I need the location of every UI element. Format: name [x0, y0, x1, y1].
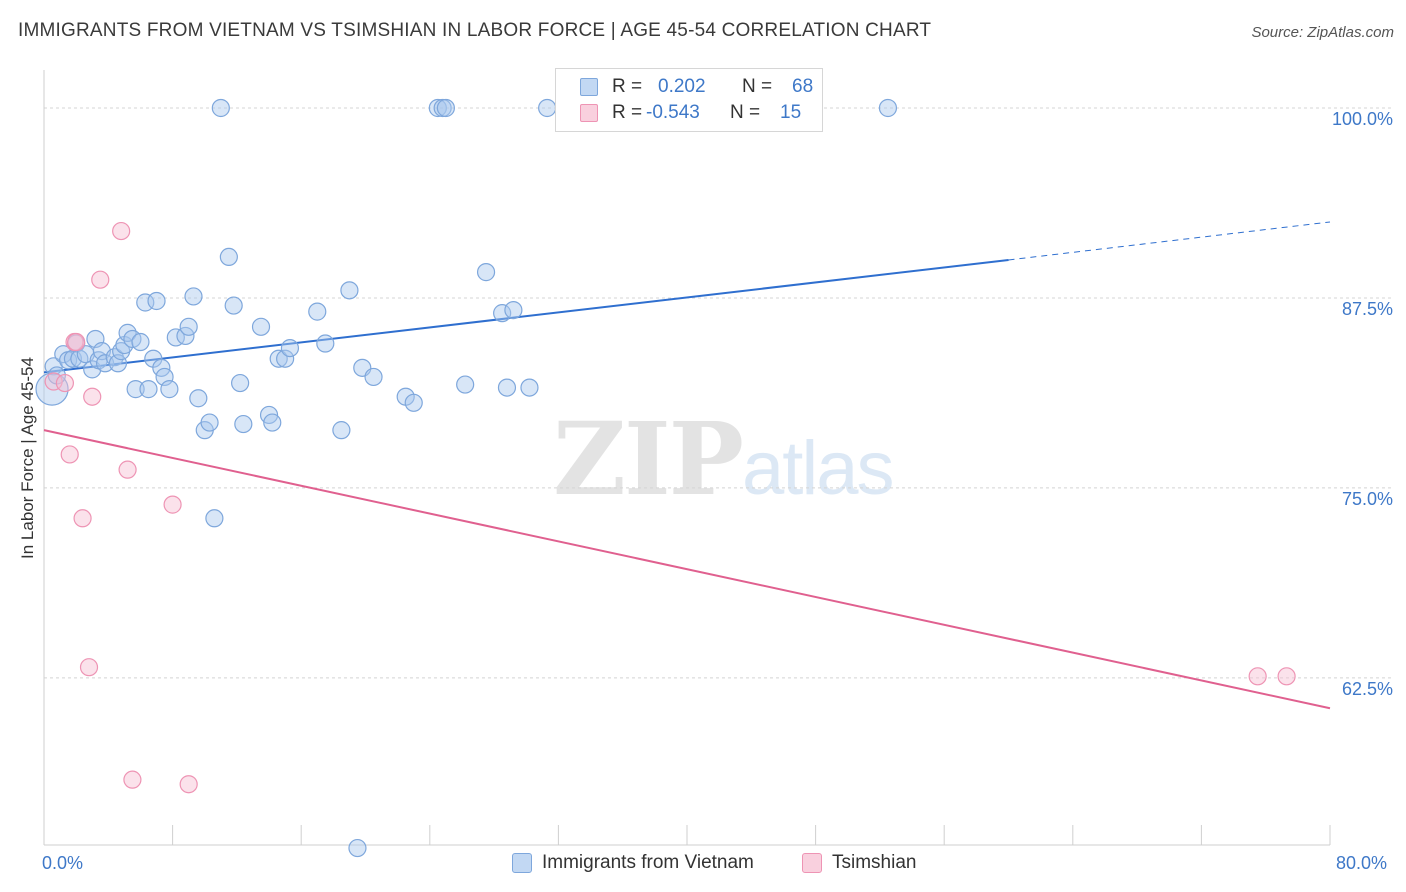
r-label: R =: [612, 76, 643, 97]
point-vietnam: [332, 421, 351, 440]
trend-line-vietnam: [43, 258, 1009, 374]
point-vietnam: [147, 291, 166, 311]
point-vietnam: [118, 323, 137, 342]
point-vietnam: [878, 98, 898, 118]
watermark-zip: ZIP: [553, 400, 744, 518]
bottom-legend-vietnam: Immigrants from Vietnam: [512, 852, 754, 874]
point-vietnam: [520, 378, 539, 397]
bottom-legend-swatch-vietnam: [512, 853, 532, 873]
bottom-legend-label-vietnam: Immigrants from Vietnam: [542, 852, 754, 873]
watermark-atlas: atlas: [741, 426, 895, 511]
point-vietnam: [219, 247, 238, 267]
point-tsimshian: [1277, 667, 1296, 686]
point-vietnam: [308, 302, 327, 321]
r-value: 0.202: [658, 76, 706, 97]
point-vietnam: [263, 413, 282, 432]
point-vietnam: [126, 380, 145, 399]
n-value: 68: [792, 76, 814, 97]
r-label: R =: [612, 102, 643, 123]
point-vietnam: [456, 375, 475, 394]
watermark: ZIPatlas: [553, 400, 895, 518]
point-tsimshian: [123, 770, 142, 789]
trend-line-tsimshian: [43, 429, 1331, 710]
x-tick-label-max: 80.0%: [1336, 853, 1388, 873]
bottom-legend-swatch-tsimshian: [802, 853, 822, 873]
y-tick-label: 62.5%: [1342, 679, 1393, 699]
n-label: N =: [742, 76, 773, 97]
point-vietnam: [276, 349, 295, 368]
n-label: N =: [730, 102, 761, 123]
point-tsimshian: [67, 332, 86, 352]
n-value: 15: [780, 102, 802, 123]
point-tsimshian: [73, 509, 92, 528]
point-vietnam: [538, 98, 557, 118]
point-vietnam: [348, 838, 367, 858]
point-tsimshian: [91, 270, 110, 289]
y-tick-label: 100.0%: [1332, 109, 1393, 129]
point-vietnam: [224, 296, 243, 315]
point-tsimshian: [112, 221, 131, 241]
point-tsimshian: [179, 775, 198, 794]
point-vietnam: [166, 328, 185, 347]
point-vietnam: [251, 317, 271, 336]
point-tsimshian: [163, 495, 182, 514]
point-vietnam: [316, 334, 335, 353]
point-vietnam: [269, 349, 288, 368]
point-vietnam: [131, 332, 150, 352]
point-vietnam: [200, 413, 219, 432]
x-tick-label-min: 0.0%: [42, 853, 84, 873]
r-value: -0.543: [646, 102, 700, 123]
point-vietnam: [404, 393, 423, 412]
point-vietnam: [231, 373, 250, 393]
stats-legend-row-vietnam: R = 0.202 N = 68: [580, 75, 813, 99]
point-vietnam: [497, 378, 517, 397]
point-vietnam: [476, 263, 496, 282]
point-tsimshian: [79, 658, 99, 677]
point-vietnam: [504, 300, 523, 320]
y-tick-label: 87.5%: [1342, 299, 1393, 319]
source-label: Source: ZipAtlas.com: [1251, 24, 1394, 41]
point-vietnam: [95, 354, 115, 373]
chart-title: IMMIGRANTS FROM VIETNAM VS TSIMSHIAN IN …: [18, 20, 932, 41]
point-tsimshian: [83, 387, 102, 406]
point-tsimshian: [55, 373, 74, 393]
point-vietnam: [493, 304, 512, 323]
point-vietnam: [436, 98, 455, 118]
point-vietnam: [364, 367, 383, 387]
point-vietnam: [280, 338, 300, 358]
point-vietnam: [234, 414, 253, 434]
trend-line-vietnam-extension: [1008, 221, 1331, 261]
point-vietnam: [139, 380, 158, 399]
point-tsimshian: [1248, 667, 1267, 686]
point-vietnam: [211, 98, 230, 118]
bottom-legend-tsimshian: Tsimshian: [802, 852, 916, 874]
point-tsimshian: [60, 445, 79, 464]
point-vietnam: [184, 287, 203, 306]
bottom-legend-label-tsimshian: Tsimshian: [832, 852, 917, 873]
legend-swatch-tsimshian: [580, 104, 598, 122]
point-vietnam: [160, 380, 179, 399]
stats-legend: R = 0.202 N = 68 R = -0.543 N = 15: [555, 68, 823, 132]
point-vietnam: [179, 317, 198, 336]
y-tick-label: 75.0%: [1342, 489, 1393, 509]
stats-legend-row-tsimshian: R = -0.543 N = 15: [580, 101, 801, 125]
point-vietnam: [340, 281, 359, 300]
legend-swatch-vietnam: [580, 78, 598, 96]
point-vietnam: [205, 509, 224, 528]
point-tsimshian: [118, 460, 137, 479]
point-vietnam: [189, 389, 208, 408]
